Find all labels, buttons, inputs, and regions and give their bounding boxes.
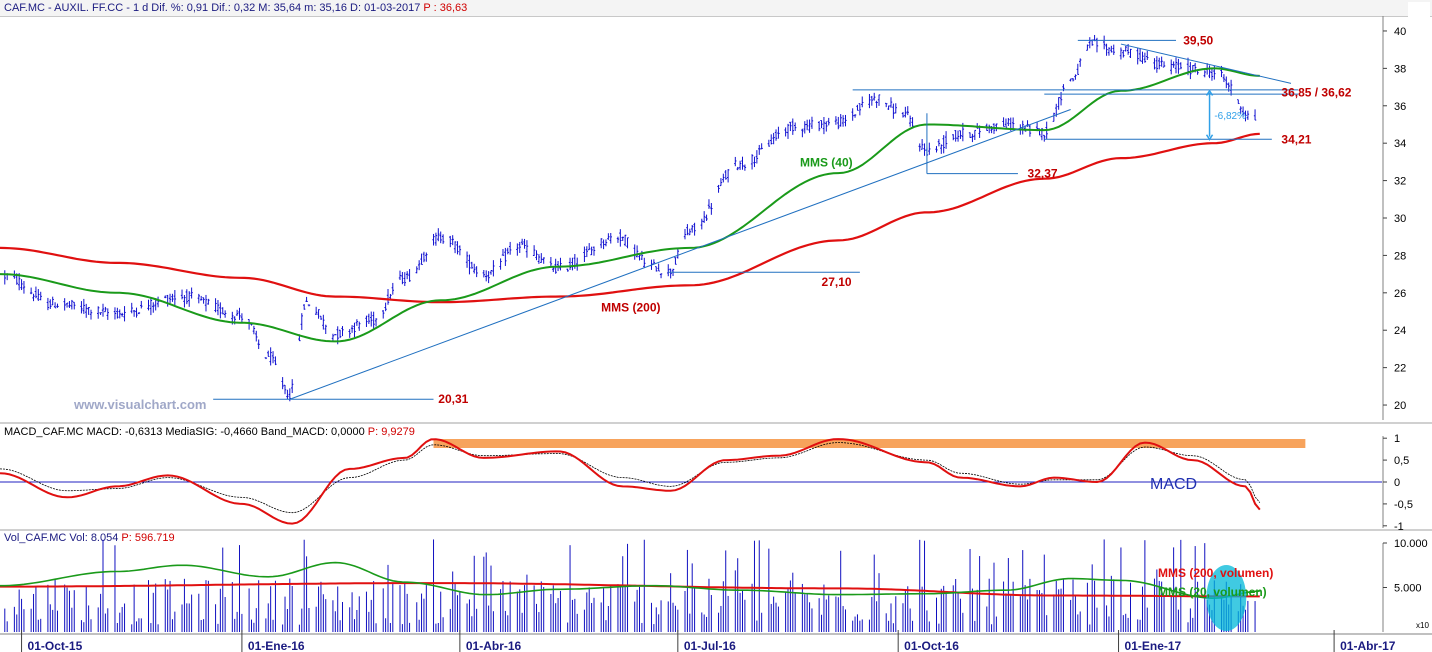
volume-highlight — [1206, 565, 1247, 631]
price-y-tick-label: 20 — [1394, 400, 1406, 412]
price-y-tick-label: 34 — [1394, 138, 1406, 150]
watermark: www.visualchart.com — [73, 397, 206, 412]
macd-label: MACD — [1150, 476, 1197, 493]
drop-arrow-heads — [1205, 89, 1214, 141]
macd-y-tick-label: -0,5 — [1394, 499, 1413, 511]
x-tick-label: 01-Ene-17 — [1125, 639, 1182, 652]
macd-signal-line — [0, 442, 1261, 514]
macd-header: MACD_CAF.MC MACD: -0,6313 MediaSIG: -0,4… — [4, 426, 415, 438]
price-header: CAF.MC - AUXIL. FF.CC - 1 d Dif. %: 0,91… — [4, 2, 467, 14]
price-y-tick-label: 22 — [1394, 363, 1406, 375]
label-low: 20,31 — [438, 392, 468, 406]
vol-mms20-line — [0, 561, 1260, 600]
x-tick-label: 01-Oct-15 — [28, 639, 83, 652]
macd-band — [433, 439, 1306, 448]
volume-header-text: Vol_CAF.MC Vol: 8.054 — [4, 532, 119, 544]
price-y-tick-label: 28 — [1394, 250, 1406, 262]
label-resistance: 36,85 / 36,62 — [1281, 86, 1351, 100]
x-tick-label: 01-Abr-17 — [1340, 639, 1396, 652]
x-tick-label: 01-Ene-16 — [248, 639, 305, 652]
macd-y-tick-label: 1 — [1394, 433, 1400, 445]
label-drop-pct: -6,82% — [1214, 111, 1246, 122]
macd-line — [0, 438, 1261, 525]
price-header-last: P : 36,63 — [423, 2, 468, 14]
price-y-tick-label: 40 — [1394, 26, 1406, 38]
x-tick-label: 01-Jul-16 — [684, 639, 736, 652]
volume-bars — [4, 539, 1256, 632]
label-mms40: MMS (40) — [800, 156, 853, 170]
uptrend-line — [289, 109, 1071, 400]
macd-y-tick-label: -1 — [1394, 521, 1404, 533]
label-support-jul: 27,10 — [822, 275, 852, 289]
label-high: 39,50 — [1183, 33, 1213, 47]
downtrend-line — [1120, 43, 1292, 84]
price-y-tick-label: 30 — [1394, 213, 1406, 225]
x-tick-label: 01-Oct-16 — [904, 639, 959, 652]
volume-scale-note: x10 — [1416, 621, 1429, 630]
macd-y-tick-label: 0 — [1394, 477, 1400, 489]
macd-header-last: P: 9,9279 — [367, 426, 415, 438]
mms200-line — [0, 132, 1260, 304]
price-y-tick-label: 32 — [1394, 176, 1406, 188]
volume-header: Vol_CAF.MC Vol: 8.054 P: 596.719 — [4, 532, 175, 544]
label-vol-mms200: MMS (200, volumen) — [1158, 566, 1273, 580]
volume-y-tick-label: 5.000 — [1394, 583, 1422, 595]
label-support-recent: 34,21 — [1281, 132, 1311, 146]
price-series — [3, 34, 1257, 402]
price-y-tick-label: 38 — [1394, 63, 1406, 75]
price-y-tick-label: 26 — [1394, 288, 1406, 300]
label-support-oct: 32,37 — [1028, 167, 1058, 181]
macd-y-tick-label: 0,5 — [1394, 455, 1409, 467]
macd-header-text: MACD_CAF.MC MACD: -0,6313 MediaSIG: -0,4… — [4, 426, 365, 438]
vol-mms200-line — [0, 582, 1260, 598]
price-y-tick-label: 36 — [1394, 101, 1406, 113]
volume-header-last: P: 596.719 — [121, 532, 175, 544]
scroll-gutter — [1408, 2, 1430, 422]
x-tick-label: 01-Abr-16 — [466, 639, 522, 652]
label-vol-mms20: MMS (20, volumen) — [1158, 585, 1267, 599]
label-mms200: MMS (200) — [601, 301, 660, 315]
price-header-text: CAF.MC - AUXIL. FF.CC - 1 d Dif. %: 0,91… — [4, 2, 421, 14]
price-y-tick-label: 24 — [1394, 325, 1406, 337]
chart-header-bar — [0, 0, 1432, 17]
volume-y-tick-label: 10.000 — [1394, 538, 1428, 550]
mms40-line — [0, 67, 1260, 343]
